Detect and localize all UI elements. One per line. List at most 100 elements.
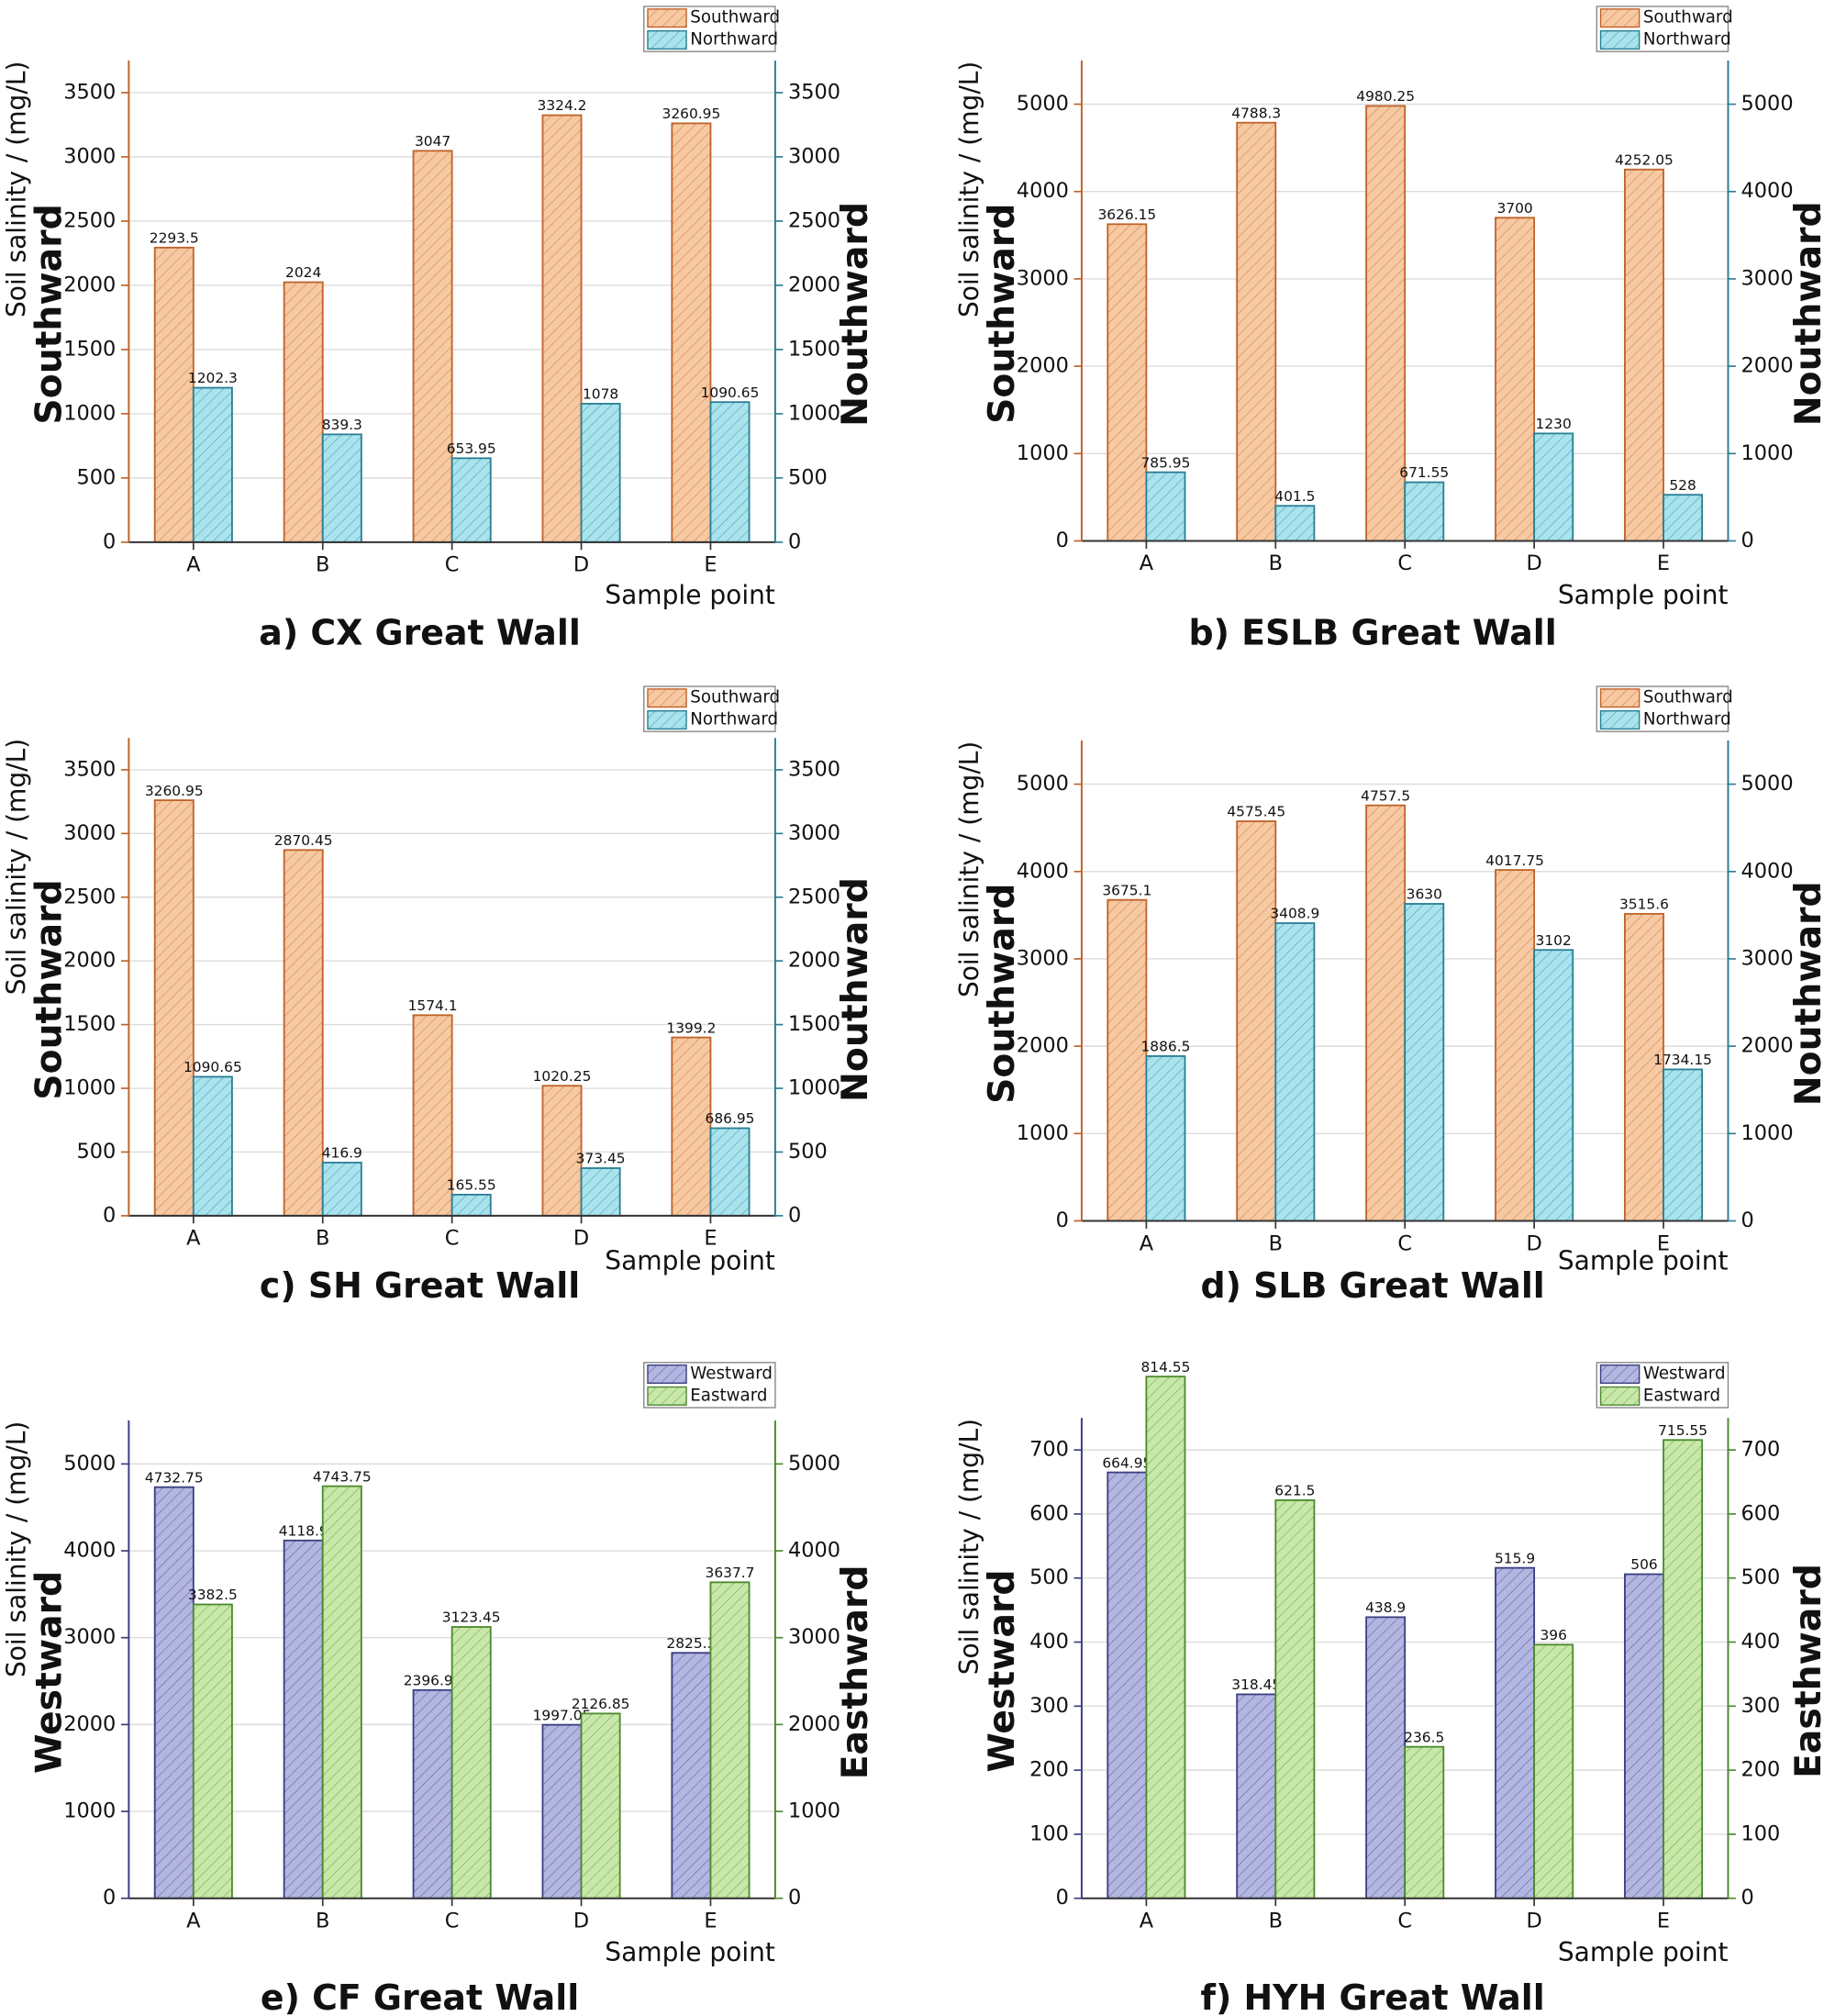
y2-tick-label: 2500 — [788, 885, 840, 908]
value-label: 438.9 — [1365, 1599, 1406, 1616]
legend-swatch — [1599, 1364, 1640, 1385]
bar — [283, 281, 324, 543]
y-tick-label: 1500 — [63, 1012, 116, 1036]
bar — [450, 1193, 492, 1217]
y2-tick-label: 2000 — [1741, 354, 1794, 378]
bar — [1107, 1471, 1148, 1899]
value-label: 664.95 — [1102, 1454, 1151, 1471]
value-label: 3700 — [1496, 200, 1532, 217]
y2-tick-label: 0 — [788, 1886, 801, 1910]
value-label: 3675.1 — [1102, 882, 1151, 898]
legend-label: Westward — [1643, 1364, 1726, 1384]
bar — [321, 1485, 362, 1899]
value-label: 515.9 — [1495, 1550, 1535, 1566]
y-tick-label: 3000 — [1017, 266, 1069, 290]
y-tick-label: 4000 — [63, 1539, 116, 1563]
bar — [671, 1652, 712, 1899]
y2-tick-label: 5000 — [788, 1452, 840, 1476]
y2-tick-label: 3500 — [788, 80, 840, 104]
value-label: 1886.5 — [1140, 1039, 1190, 1055]
value-label: 715.55 — [1658, 1422, 1707, 1439]
y-tick-label: 200 — [1029, 1758, 1069, 1782]
y2-tick-label: 4000 — [788, 1539, 840, 1563]
value-label: 4575.45 — [1227, 804, 1285, 820]
bar — [192, 386, 233, 543]
y2-tick-label: 1000 — [788, 401, 840, 425]
bar — [1663, 1439, 1704, 1899]
value-label: 2024 — [285, 264, 321, 281]
y-tick-label: 3500 — [63, 80, 116, 104]
bar — [1404, 481, 1445, 542]
value-label: 1078 — [583, 386, 618, 403]
value-label: 4757.5 — [1361, 787, 1410, 804]
y-tick-label: 500 — [1029, 1565, 1069, 1589]
x-tick-label: E — [1657, 1909, 1670, 1932]
y2-tick-label: 3500 — [788, 757, 840, 781]
y2-side-label: Easthward — [1788, 1564, 1829, 1778]
y2-tick-label: 1500 — [788, 337, 840, 361]
x-tick-label: A — [1140, 1231, 1154, 1255]
y-tick-label: 4000 — [1017, 179, 1069, 203]
y2-tick-label: 4000 — [1741, 179, 1794, 203]
y-tick-label: 400 — [1029, 1630, 1069, 1654]
y-axis-label: Soil salinity / (mg/L) — [954, 61, 984, 317]
x-tick-label: B — [316, 1909, 329, 1932]
y-tick-label: 2000 — [1017, 354, 1069, 378]
y-tick-label: 0 — [103, 1203, 116, 1227]
x-tick-label: A — [1140, 1909, 1154, 1932]
legend-label: Northward — [690, 30, 778, 50]
y2-tick-label: 3000 — [788, 144, 840, 168]
bar — [1495, 1566, 1536, 1899]
bar — [1365, 105, 1407, 542]
legend-swatch — [647, 688, 687, 708]
bar — [1274, 505, 1316, 542]
y2-tick-label: 0 — [1741, 529, 1754, 552]
y2-tick-label: 3000 — [788, 821, 840, 845]
y-tick-label: 0 — [103, 1886, 116, 1910]
bar — [450, 457, 492, 543]
bar — [1663, 494, 1704, 542]
y-tick-label: 5000 — [1017, 92, 1069, 116]
x-tick-label: E — [704, 553, 717, 577]
x-tick-label: D — [1526, 551, 1541, 575]
legend-label: Westward — [690, 1364, 773, 1384]
bar — [671, 1036, 712, 1217]
bar — [1533, 432, 1574, 542]
value-label: 4017.75 — [1485, 852, 1544, 869]
value-label: 2870.45 — [274, 832, 333, 849]
y-tick-label: 3000 — [63, 1625, 116, 1649]
y-side-label: Southward — [29, 204, 71, 424]
bar — [412, 150, 453, 543]
y2-side-label: Nouthward — [1788, 201, 1829, 426]
y2-tick-label: 2000 — [788, 273, 840, 296]
y-tick-label: 1000 — [1017, 1121, 1069, 1145]
bar — [1533, 949, 1574, 1222]
legend-label: Southward — [690, 688, 780, 707]
chart-title: f) HYH Great Wall — [1201, 1977, 1545, 2016]
bar — [1365, 804, 1407, 1222]
x-tick-label: C — [1397, 1909, 1412, 1932]
y-tick-label: 300 — [1029, 1694, 1069, 1718]
bar — [1274, 922, 1316, 1222]
value-label: 3324.2 — [538, 97, 587, 114]
legend-swatch — [1599, 710, 1640, 730]
y-side-label: Southward — [982, 204, 1023, 424]
y2-side-label: Nouthward — [1788, 881, 1829, 1106]
x-tick-label: E — [704, 1909, 717, 1932]
bar — [1107, 898, 1148, 1222]
bar — [153, 1486, 195, 1899]
y2-tick-label: 0 — [788, 529, 801, 553]
value-label: 396 — [1540, 1627, 1566, 1643]
legend-swatch — [1599, 8, 1640, 28]
value-label: 1090.65 — [701, 384, 760, 401]
bar — [541, 1723, 583, 1899]
legend-label: Southward — [1643, 8, 1733, 28]
legend-label: Southward — [1643, 688, 1733, 707]
value-label: 686.95 — [706, 1110, 755, 1127]
y2-tick-label: 2000 — [1741, 1034, 1794, 1058]
value-label: 3637.7 — [706, 1565, 755, 1581]
bar — [1533, 1643, 1574, 1899]
legend-label: Northward — [690, 710, 778, 730]
y-axis-label: Soil salinity / (mg/L) — [954, 1419, 984, 1675]
legend-label: Eastward — [1643, 1386, 1720, 1405]
